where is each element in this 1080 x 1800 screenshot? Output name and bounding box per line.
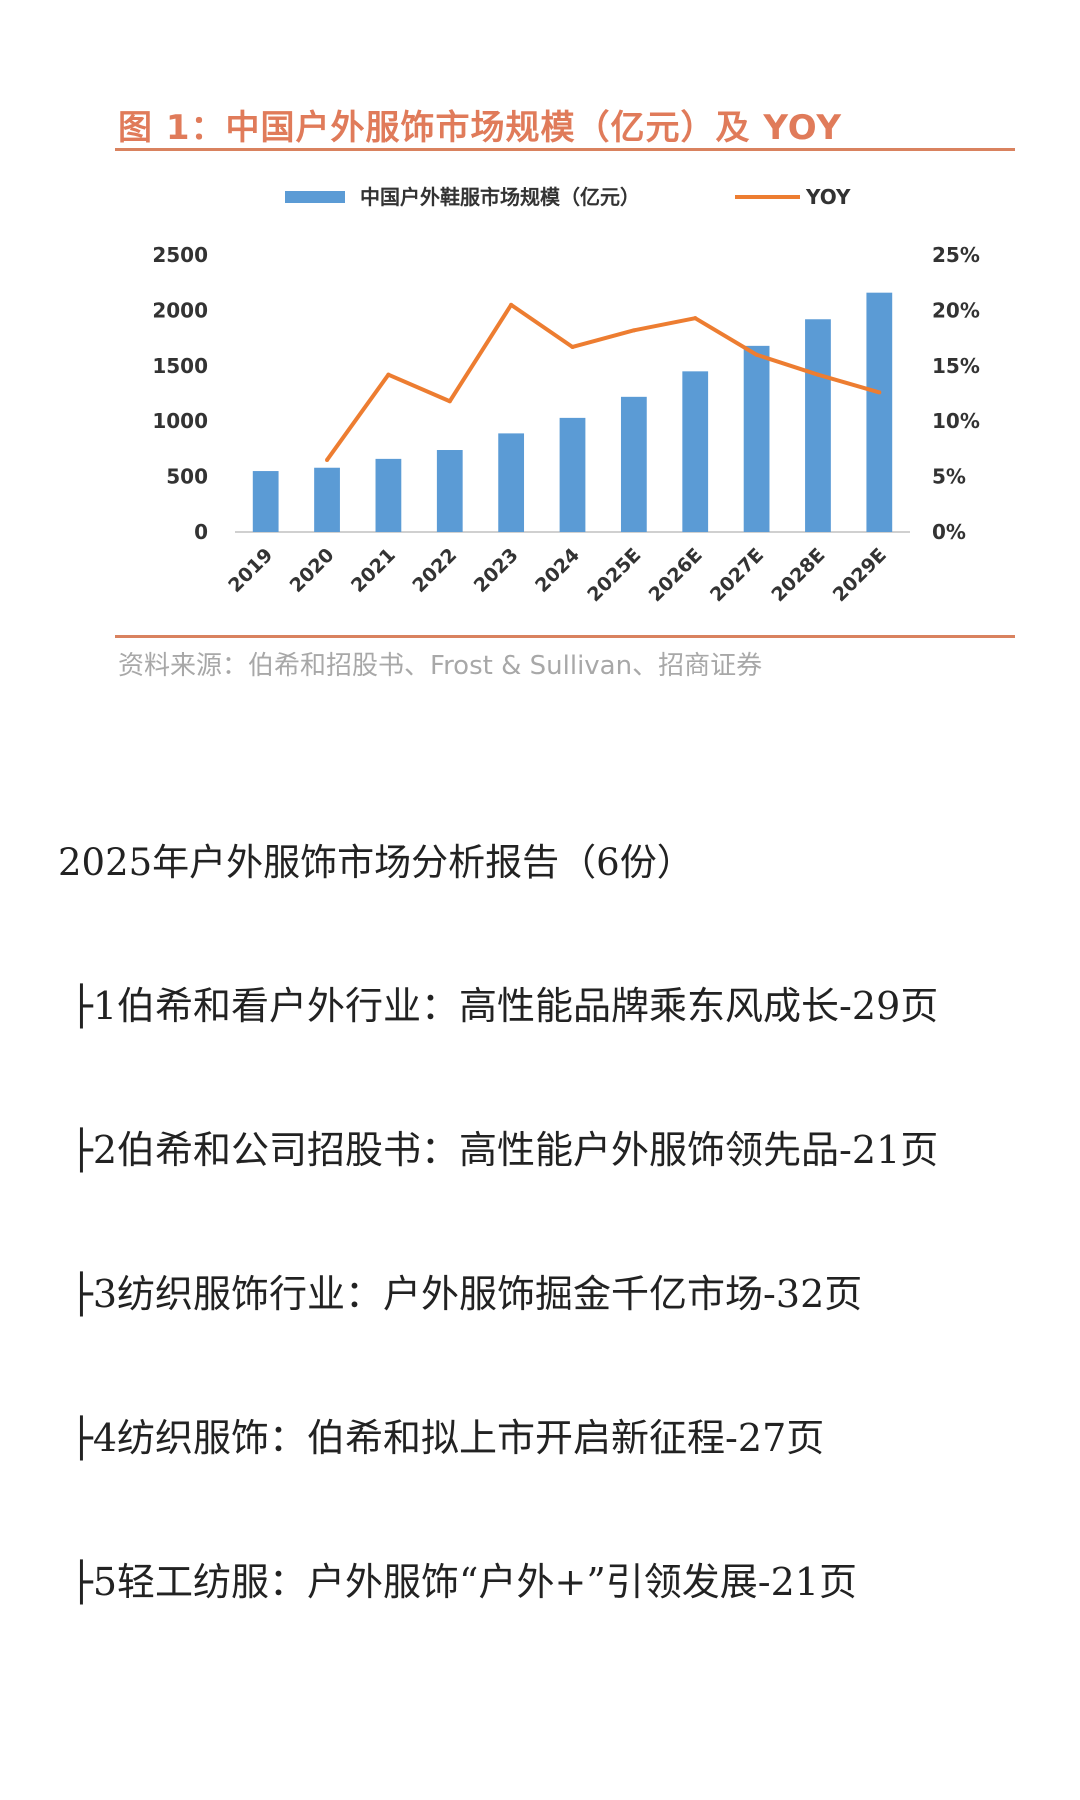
market-size-chart: 中国户外鞋服市场规模（亿元） YOY 0 500 1000 1500 2000 2500 0% 5…	[152, 185, 980, 606]
bar-2022	[436, 450, 463, 532]
y-left-tick-label: 0	[194, 520, 208, 544]
legend-line-label: YOY	[805, 185, 851, 209]
y-right-tick-label: 0%	[932, 520, 966, 544]
yoy-point	[509, 302, 514, 307]
y-left-tick-label: 2000	[152, 298, 208, 322]
yoy-point	[386, 372, 391, 377]
y-left-tick-label: 1500	[152, 354, 208, 378]
yoy-point	[325, 457, 330, 462]
figure-top-rule	[115, 148, 1015, 151]
toc-item[interactable]: ├2伯希和公司招股书：高性能户外服饰领先品-21页	[70, 1128, 939, 1172]
y-left-tick-label: 500	[166, 465, 208, 489]
yoy-line	[325, 302, 880, 462]
figure-title: 图 1：中国户外服饰市场规模（亿元）及 YOY	[118, 108, 843, 148]
bar-2020	[314, 467, 340, 532]
legend-bar-label: 中国户外鞋服市场规模（亿元）	[360, 185, 640, 209]
x-tick-label: 2024	[531, 544, 584, 597]
toc-item[interactable]: ├1伯希和看户外行业：高性能品牌乘东风成长-29页	[70, 984, 939, 1028]
x-tick-label: 2020	[286, 544, 339, 597]
bar-2025E	[620, 396, 647, 532]
yoy-point	[754, 352, 759, 357]
y-left-tick-label: 2500	[152, 243, 208, 267]
y-right-tick-label: 10%	[932, 409, 980, 433]
yoy-point	[815, 372, 820, 377]
legend-bar-swatch	[285, 191, 345, 203]
figure-bottom-rule	[115, 635, 1015, 638]
y-right-tick-label: 5%	[932, 465, 966, 489]
yoy-point	[570, 344, 575, 349]
y-right-tick-label: 20%	[932, 298, 980, 322]
bar-2027E	[743, 345, 770, 532]
x-tick-label: 2029E	[829, 544, 891, 606]
toc-item[interactable]: ├5轻工纺服：户外服饰“户外+”引领发展-21页	[70, 1560, 857, 1604]
bar-2028E	[805, 319, 831, 532]
y-right-tick-label: 15%	[932, 354, 980, 378]
yoy-point	[693, 316, 698, 321]
yoy-point	[447, 399, 452, 404]
x-tick-label: 2021	[347, 544, 400, 597]
bar-2024	[559, 417, 586, 532]
x-tick-label: 2022	[408, 544, 461, 597]
y-right-tick-label: 25%	[932, 243, 980, 267]
report-title: 2025年户外服饰市场分析报告（6份）	[58, 841, 694, 884]
bar-2026E	[682, 371, 709, 532]
toc-item[interactable]: ├3纺织服饰行业：户外服饰掘金千亿市场-32页	[70, 1272, 863, 1316]
bar-2029E	[866, 292, 893, 532]
y-left-tick-label: 1000	[152, 409, 208, 433]
x-tick-label: 2025E	[583, 544, 645, 606]
x-tick-label: 2026E	[645, 544, 707, 606]
bar-2019	[252, 471, 279, 532]
figure-source: 资料来源：伯希和招股书、Frost & Sullivan、招商证券	[118, 651, 763, 681]
yoy-point	[877, 390, 882, 395]
x-tick-label: 2028E	[767, 544, 829, 606]
x-tick-label: 2027E	[706, 544, 768, 606]
x-tick-label: 2023	[470, 544, 523, 597]
bar-2023	[498, 433, 525, 532]
yoy-point	[631, 328, 636, 333]
x-tick-label: 2019	[224, 544, 277, 597]
bar-2021	[375, 458, 402, 532]
toc-item[interactable]: ├4纺织服饰：伯希和拟上市开启新征程-27页	[70, 1416, 825, 1460]
